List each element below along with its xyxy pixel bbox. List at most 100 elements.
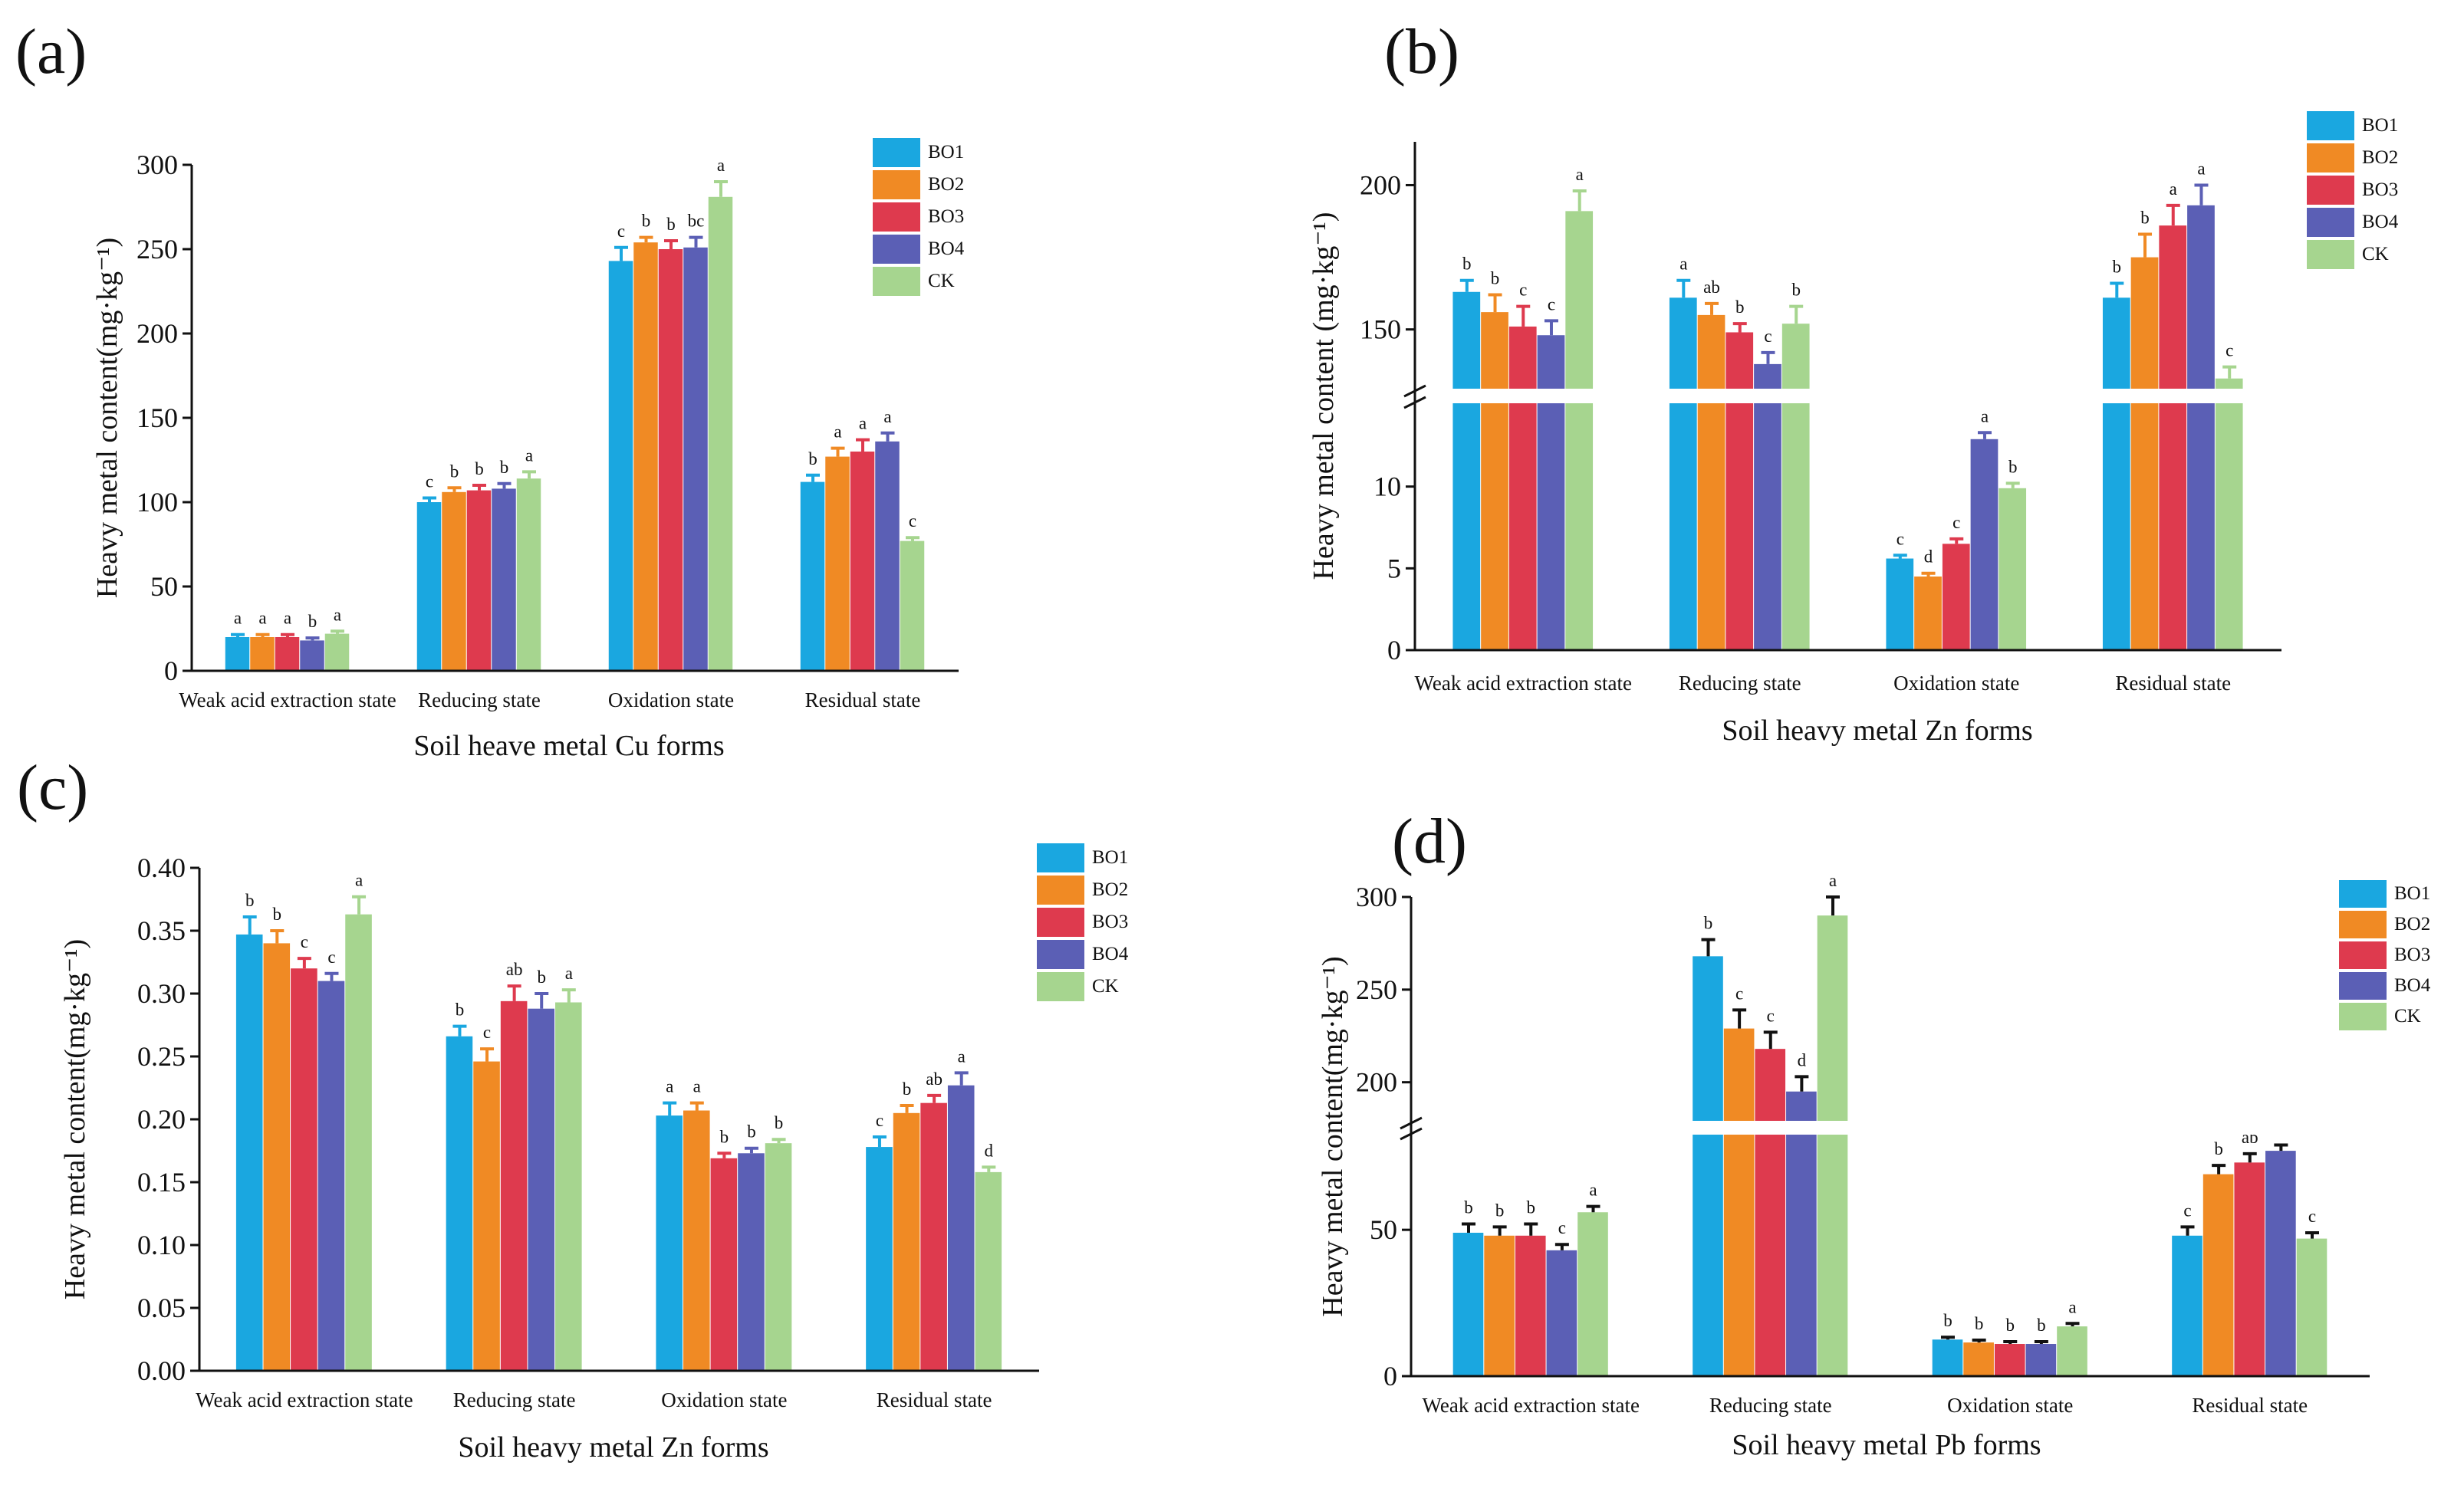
y-tick-label: 0.15 [137, 1167, 186, 1198]
significance-label: b [1943, 1311, 1952, 1330]
y-axis-title: Heavy metal content(mg·kg⁻¹) [1317, 956, 1349, 1316]
bar [866, 1147, 893, 1371]
legend-swatch [2339, 1003, 2387, 1030]
significance-label: a [717, 156, 725, 175]
legend-swatch [2307, 143, 2354, 172]
legend-swatch [1037, 843, 1084, 872]
y-tick-label: 250 [137, 234, 178, 264]
x-category-label: Weak acid extraction state [196, 1388, 413, 1411]
significance-label: c [909, 511, 916, 531]
bar [1693, 956, 1723, 1376]
legend-swatch [2307, 240, 2354, 269]
significance-label: a [1679, 255, 1687, 274]
bar [291, 968, 317, 1371]
bar [446, 1036, 473, 1371]
bar [1754, 363, 1781, 650]
significance-label: b [475, 459, 484, 478]
legend-label: BO2 [1092, 879, 1128, 900]
significance-label: b [450, 462, 459, 481]
bar [500, 1000, 528, 1371]
significance-label: a [958, 1046, 966, 1066]
significance-label: a [2170, 179, 2177, 199]
y-tick-label: 0.10 [137, 1230, 186, 1260]
y-tick-label: 0.35 [137, 915, 186, 946]
significance-label: b [245, 891, 255, 910]
legend-label: BO1 [1092, 847, 1128, 868]
significance-label: b [720, 1127, 729, 1146]
bar [633, 242, 658, 671]
legend-label: BO1 [928, 142, 964, 163]
legend-swatch [2339, 880, 2387, 908]
significance-label: c [1735, 984, 1743, 1003]
bar [555, 1002, 582, 1371]
significance-label: c [301, 932, 308, 951]
significance-label: ab [1703, 278, 1720, 297]
legend-swatch [2307, 208, 2354, 237]
bar [2057, 1326, 2087, 1376]
significance-label: b [642, 212, 651, 231]
bar [345, 914, 372, 1371]
legend-label: BO1 [2394, 883, 2430, 904]
x-category-label: Reducing state [1709, 1394, 1832, 1417]
bar [608, 261, 633, 671]
significance-label: ab [926, 1069, 943, 1089]
y-axis-title: Heavy metal content(mg·kg⁻¹) [91, 238, 123, 598]
bar [317, 981, 345, 1371]
y-tick-label: 250 [1356, 974, 1397, 1005]
significance-label: b [1704, 914, 1713, 933]
bar [825, 456, 850, 671]
bar [250, 637, 275, 671]
y-tick-label: 0.25 [137, 1041, 186, 1072]
bar [2102, 297, 2130, 650]
chart-panel-d: (d)bbbcbcbbbcbabcdbaaaac050200250300Weak… [1317, 806, 2431, 1461]
x-axis-title: Soil heavy metal Zn forms [458, 1431, 768, 1464]
x-category-label: Residual state [2192, 1394, 2308, 1417]
y-tick-label: 0.20 [137, 1104, 186, 1135]
significance-label: b [537, 968, 546, 987]
bar [1484, 1235, 1515, 1376]
y-tick-label: 0.05 [137, 1293, 186, 1323]
significance-label: b [1462, 255, 1472, 274]
bar [324, 633, 350, 671]
axis-break-gap [1410, 1121, 2371, 1135]
legend-label: BO4 [2362, 212, 2399, 232]
bar [1932, 1339, 1963, 1376]
significance-label: c [2183, 1201, 2191, 1220]
legend-label: BO3 [1092, 912, 1128, 932]
panel-label: (c) [17, 752, 88, 823]
y-tick-label: 300 [137, 149, 178, 180]
significance-label: a [883, 407, 891, 426]
bar [2025, 1344, 2057, 1376]
bar [442, 491, 466, 671]
bar [1669, 297, 1697, 650]
legend: BO1 BO2 BO3 BO4 CK [2339, 880, 2431, 1030]
legend-swatch [2307, 176, 2354, 205]
bar [516, 478, 541, 671]
bar [2202, 1174, 2234, 1376]
bar [235, 934, 263, 1371]
bar [850, 452, 875, 671]
significance-label: c [1952, 513, 1960, 532]
legend-swatch [873, 138, 920, 167]
bar [2130, 257, 2159, 650]
significance-label: ab [506, 960, 523, 979]
legend-swatch [2339, 972, 2387, 1000]
significance-label: b [2214, 1139, 2223, 1158]
significance-label: c [1548, 294, 1555, 314]
y-tick-label: 300 [1356, 882, 1397, 912]
x-category-label: Oxidation state [661, 1388, 787, 1411]
x-category-label: Weak acid extraction state [1415, 672, 1632, 695]
bar [1508, 326, 1537, 650]
bar [473, 1061, 500, 1371]
significance-label: a [334, 605, 341, 624]
significance-label: a [1576, 165, 1584, 184]
y-tick-label: 0.40 [137, 853, 186, 883]
bar [875, 441, 900, 671]
x-category-label: Oxidation state [1947, 1394, 2073, 1417]
legend-swatch [873, 267, 920, 296]
bar [300, 640, 324, 671]
legend-label: BO2 [928, 174, 964, 195]
significance-label: a [1829, 871, 1837, 890]
